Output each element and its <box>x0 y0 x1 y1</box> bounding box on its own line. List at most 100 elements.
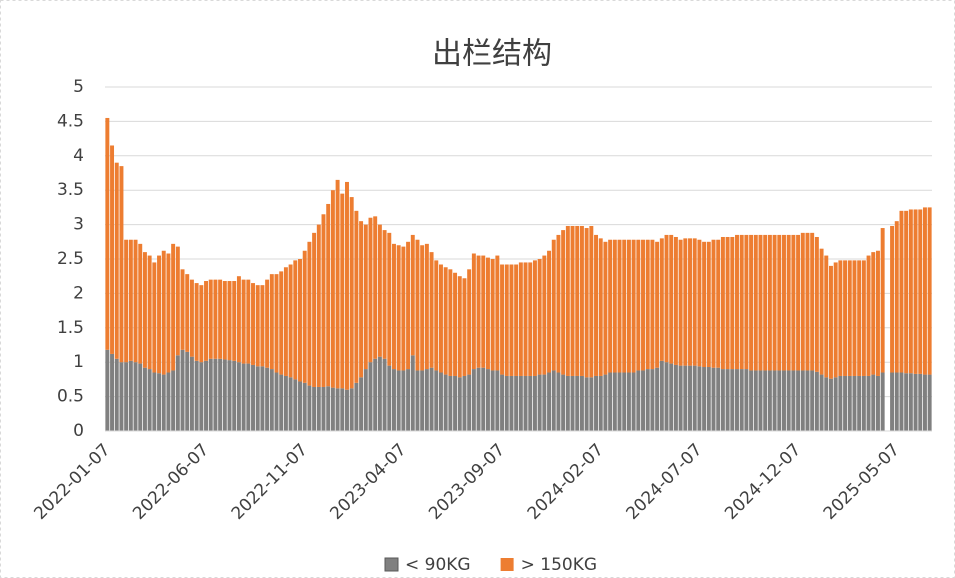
bar-segment <box>537 374 542 431</box>
bar-segment <box>791 234 796 371</box>
bar-segment <box>213 358 218 431</box>
bar-segment <box>547 372 552 431</box>
bar-segment <box>246 363 251 431</box>
bar-segment <box>622 372 627 431</box>
bar-segment <box>189 356 194 431</box>
bar-segment <box>415 370 420 431</box>
bar-segment <box>194 283 199 361</box>
bar-segment <box>697 239 702 367</box>
bar-segment <box>481 255 486 368</box>
bar-segment <box>302 250 307 383</box>
bar-segment <box>157 373 162 431</box>
bar-segment <box>763 370 768 431</box>
y-tick-label: 3.5 <box>57 180 84 200</box>
bar-segment <box>528 262 533 376</box>
bar-segment <box>471 253 476 370</box>
bar-segment <box>204 281 208 361</box>
bar-segment <box>753 234 758 371</box>
bar-segment <box>866 255 871 376</box>
bar-segment <box>814 236 819 372</box>
bar-segment <box>368 362 373 431</box>
bar-segment <box>457 276 462 378</box>
bar-segment <box>269 369 274 431</box>
bar-segment <box>800 232 805 371</box>
bar-segment <box>547 250 552 373</box>
bar-segment <box>589 377 594 431</box>
bar-segment <box>227 360 232 431</box>
bar-segment <box>683 365 688 431</box>
bar-segment <box>166 372 171 431</box>
bar-segment <box>730 236 735 370</box>
bar-segment <box>255 366 260 431</box>
bar-segment <box>124 239 129 363</box>
bar-segment <box>603 374 608 431</box>
bar-segment <box>424 243 429 370</box>
bar-segment <box>152 262 157 373</box>
bar-segment <box>711 367 716 431</box>
bar-segment <box>702 241 707 368</box>
bar-segment <box>523 262 528 376</box>
bar-segment <box>396 370 401 431</box>
bar-segment <box>453 375 458 431</box>
bar-segment <box>659 360 664 431</box>
bar-segment <box>908 373 913 431</box>
bar-segment <box>673 364 678 431</box>
bar-segment <box>716 367 721 431</box>
bar-segment <box>659 238 664 361</box>
bar-segment <box>110 145 115 354</box>
bar-segment <box>138 363 143 431</box>
bar-segment <box>782 234 786 371</box>
bar-segment <box>570 225 575 376</box>
bar-segment <box>608 372 613 431</box>
bar-segment <box>767 370 772 431</box>
bar-segment <box>368 217 373 363</box>
bar-segment <box>147 369 152 431</box>
bar-segment <box>462 278 467 376</box>
bar-segment <box>589 225 594 378</box>
bar-segment <box>222 281 227 360</box>
bar-segment <box>669 234 674 364</box>
bar-segment <box>556 372 561 431</box>
bar-segment <box>523 375 528 431</box>
bar-segment <box>434 260 439 371</box>
bar-segment <box>373 216 378 359</box>
bar-segment <box>330 190 335 388</box>
bar-segment <box>251 283 255 365</box>
bar-segment <box>786 370 791 431</box>
bar-segment <box>645 369 650 431</box>
bar-segment <box>927 207 932 375</box>
bar-segment <box>631 239 636 373</box>
bar-segment <box>763 234 768 371</box>
bar-segment <box>608 239 613 373</box>
bar-segment <box>857 260 862 376</box>
bar-segment <box>716 239 721 368</box>
bar-segment <box>340 193 345 389</box>
y-tick-label: 3 <box>73 215 84 235</box>
bar-segment <box>438 372 443 431</box>
bar-segment <box>274 274 279 373</box>
bar-segment <box>406 369 411 431</box>
bar-segment <box>570 375 575 431</box>
bar-segment <box>443 374 448 431</box>
bar-segment <box>288 264 293 378</box>
bar-segment <box>749 234 754 371</box>
bar-segment <box>758 234 763 371</box>
bar-segment <box>786 234 791 371</box>
bar-segment <box>152 372 157 431</box>
bar-segment <box>105 349 110 431</box>
bar-segment <box>810 370 815 431</box>
bar-segment <box>392 243 396 370</box>
bar-segment <box>509 375 514 431</box>
bar-segment <box>175 246 180 356</box>
bar-segment <box>467 374 472 431</box>
bar-segment <box>636 239 641 371</box>
bar-segment <box>542 255 547 375</box>
bar-segment <box>218 358 223 431</box>
bar-segment <box>871 252 876 375</box>
bar-segment <box>274 372 279 431</box>
bar-segment <box>782 370 786 431</box>
bar-segment <box>415 239 420 371</box>
bar-segment <box>735 234 739 370</box>
bar-segment <box>255 285 260 367</box>
